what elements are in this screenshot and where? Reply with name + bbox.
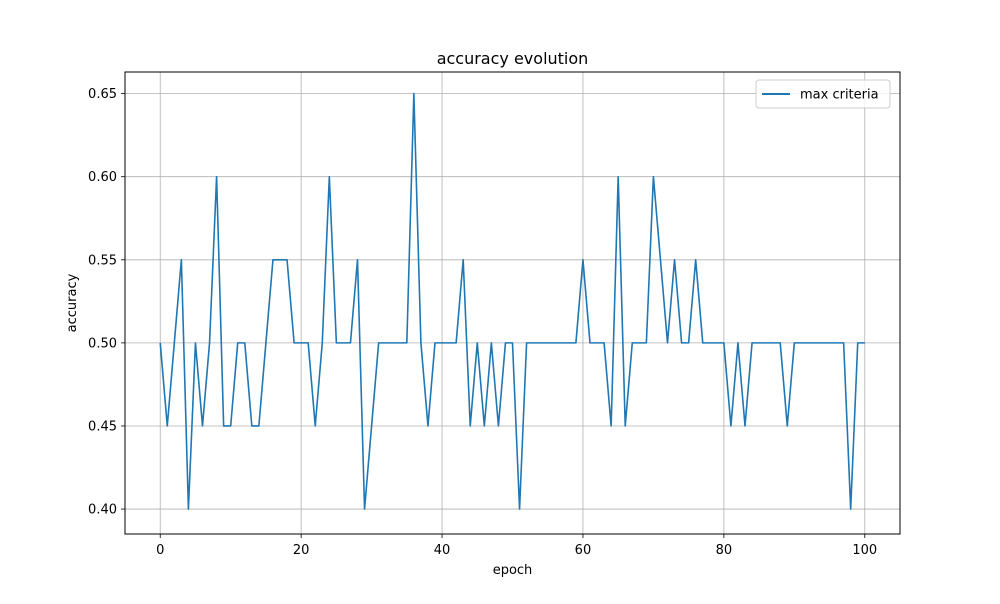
y-tick-label: 0.65 [88,87,117,102]
y-tick-label: 0.45 [88,419,117,434]
x-tick-label: 0 [156,543,164,558]
y-tick-label: 0.55 [88,253,117,268]
legend-label: max criteria [800,88,879,103]
y-tick-label: 0.60 [88,170,117,185]
plot-frame [124,71,901,535]
x-tick-label: 40 [434,543,451,558]
x-tick-label: 20 [293,543,310,558]
legend: max criteria [755,79,891,109]
y-axis-label: accuracy [65,273,80,332]
series-layer [159,92,865,510]
x-tick-label: 60 [575,543,592,558]
series-line [159,92,865,510]
legend-box [755,79,891,109]
x-axis-label: epoch [493,563,533,578]
x-tick-label: 80 [716,543,733,558]
chart-title: accuracy evolution [437,49,589,68]
y-tick-label: 0.50 [88,336,117,351]
x-tick-label: 100 [852,543,877,558]
ticks: 0 20 40 60 80 100 0.40 0.45 0.50 0.55 0.60 0.65 [88,87,877,558]
y-tick-label: 0.40 [88,503,117,518]
